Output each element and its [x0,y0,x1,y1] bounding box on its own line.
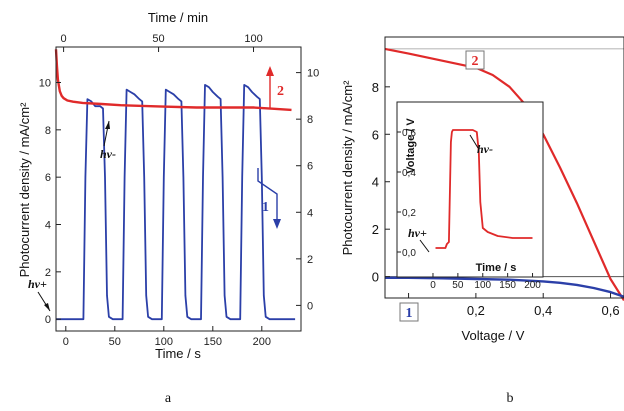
panel-a-top-ticks: 0 50 100 [61,33,263,52]
panel-a-y-label: Photocurrent density / mA/cm² [17,102,32,278]
panel-a-top-tick-label: 50 [152,33,164,45]
panel-a-x-tick-label: 150 [204,336,222,348]
panel-a-light-on-label: hv+ [28,277,47,291]
panel-a-y-tick-label: 6 [45,172,51,184]
panel-b: 0,0 0,2 0,4 0,6 0 2 4 6 8 Voltage / V Photocurr… [340,36,624,406]
panel-a-caption: a [165,391,172,406]
panel-a-y-tick-label: 10 [39,78,51,90]
inset-light-on-arrow [419,239,430,253]
panel-b-y-ticks: 0 2 4 6 8 [372,80,390,285]
panel-a-right-tick-label: 2 [307,254,313,266]
panel-b-x-tick-label: 0,4 [534,303,552,318]
panel-a-light-on-arrowhead [44,303,50,311]
inset-light-off-label: hv- [477,142,493,156]
panel-a-light-off-arrowhead [105,121,110,129]
panel-b-y-tick-label: 4 [372,175,379,190]
inset-y-ticks: 0,0 0,2 0,4 0,6 [397,128,416,259]
inset-y-tick-label: 0,2 [402,208,416,219]
inset-y-tick-label: 0,6 [402,128,416,139]
panel-a-top-tick-label: 100 [244,33,262,45]
inset-light-on-label: hv+ [408,226,427,240]
panel-a-x-tick-label: 100 [155,336,173,348]
panel-a-right-tick-label: 0 [307,300,313,312]
panel-a-series-2-line [54,49,292,112]
panel-a-series-1-line [56,84,296,321]
panel-a-series-2-arrowhead [266,66,274,76]
panel-b-series-2-label: 2 [472,54,479,69]
inset-x-tick-label: 100 [474,280,491,291]
panel-b-x-tick-label: 0,2 [467,303,485,318]
panel-a-right-tick-label: 10 [307,68,319,80]
inset-x-label: Time / s [476,262,517,274]
panel-a-right-tick-label: 8 [307,114,313,126]
panel-a-y-tick-label: 8 [45,125,51,137]
panel-a-x-ticks: 0 50 100 150 200 [63,326,271,348]
panel-b-x-tick-label: 0,6 [601,303,619,318]
inset-y-label: Voltage / V [405,118,417,174]
panel-b-y-tick-label: 8 [372,80,379,95]
inset-background [397,102,543,277]
panel-a-x-tick-label: 0 [63,336,69,348]
inset-photovoltage-line [435,129,533,249]
panel-b-y-tick-label: 6 [372,127,379,142]
inset-frame [396,101,544,278]
panel-a-x-tick-label: 50 [109,336,121,348]
panel-b-y-tick-label: 0 [372,270,379,285]
inset-chart: 0 50 100 150 200 0,0 0,2 0,4 0,6 Time / s Volta… [396,101,544,291]
panel-b-series-1-line [385,276,624,298]
panel-b-caption: b [507,391,514,406]
inset-y-tick-label: 0,4 [402,168,416,179]
panel-b-x-ticks: 0,00,20,40,6 [400,293,620,318]
inset-series [435,129,533,249]
panel-b-frame [384,36,624,299]
panel-a: 0 50 100 150 200 0 2 4 6 8 10 0 50 100 0 2 4 6 8 10 Time… [17,10,319,406]
panel-a-right-tick-label: 4 [307,207,313,219]
panel-b-series-1-label: 1 [406,306,413,321]
panel-a-right-tick-label: 6 [307,161,313,173]
panel-a-y-tick-label: 0 [45,314,51,326]
panel-a-top-x-label: Time / min [148,10,208,25]
inset-x-tick-label: 0 [430,280,436,291]
inset-y-tick-label: 0,0 [402,248,416,259]
panel-a-y-ticks: 0 2 4 6 8 10 [39,78,61,326]
inset-x-tick-label: 150 [499,280,516,291]
panel-a-light-off-label: hv- [100,147,116,161]
panel-a-series-2-label: 2 [277,84,284,99]
panel-a-right-ticks: 0 2 4 6 8 10 [296,68,319,312]
panel-a-top-tick-label: 0 [61,33,67,45]
inset-x-tick-label: 50 [452,280,464,291]
inset-x-tick-label: 200 [524,280,541,291]
inset-x-ticks: 0 50 100 150 200 [430,273,541,291]
panel-a-y-tick-label: 4 [45,220,51,232]
panel-b-x-label: Voltage / V [462,328,525,343]
panel-b-series-2-box [465,50,485,70]
panel-a-series-1-arrowhead [273,219,281,229]
panel-a-series [54,49,296,321]
panel-b-y-tick-label: 2 [372,222,379,237]
inset-light-off-arrow [469,134,479,149]
panel-a-frame [55,46,302,332]
panel-a-series-1-arrow [257,168,278,221]
panel-a-x-tick-label: 200 [253,336,271,348]
panel-a-series-1-label: 1 [262,200,269,215]
panel-a-y-tick-label: 2 [45,267,51,279]
panel-a-x-label: Time / s [155,346,201,361]
panel-b-series-1-box [399,302,419,322]
panel-b-y-label: Photocurrent density / mA/cm² [340,80,355,256]
